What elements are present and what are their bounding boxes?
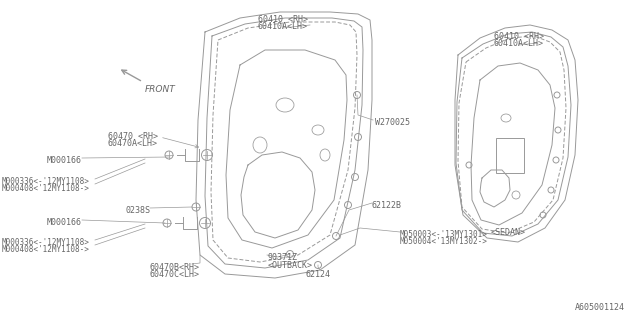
Text: 90371Z: 90371Z [268,253,298,262]
Text: M000166: M000166 [47,218,82,227]
Text: 60470 <RH>: 60470 <RH> [108,132,158,141]
Text: 62124: 62124 [305,270,330,279]
Text: A605001124: A605001124 [575,303,625,312]
Text: <SEDAN>: <SEDAN> [490,228,525,237]
Text: FRONT: FRONT [145,85,176,94]
Text: <OUTBACK>: <OUTBACK> [268,261,313,270]
Text: M000336<-'12MY1108>: M000336<-'12MY1108> [2,238,90,247]
Text: 60470C<LH>: 60470C<LH> [150,270,200,279]
Text: 60470A<LH>: 60470A<LH> [108,139,158,148]
Text: M000336<-'12MY1108>: M000336<-'12MY1108> [2,177,90,186]
Text: 60410A<LH>: 60410A<LH> [258,22,308,31]
Text: M000166: M000166 [47,156,82,165]
Text: M000408<'12MY1108->: M000408<'12MY1108-> [2,245,90,254]
Text: 60410A<LH>: 60410A<LH> [494,39,544,48]
Text: 60470B<RH>: 60470B<RH> [150,263,200,272]
Text: M050003<-'13MY1301>: M050003<-'13MY1301> [400,230,488,239]
Text: M050004<'13MY1302->: M050004<'13MY1302-> [400,237,488,246]
Text: 62122B: 62122B [372,201,402,210]
Text: M000408<'12MY1108->: M000408<'12MY1108-> [2,184,90,193]
Text: 60410 <RH>: 60410 <RH> [258,15,308,24]
Text: 60410 <RH>: 60410 <RH> [494,32,544,41]
Text: 0238S: 0238S [125,206,150,215]
Bar [496,138,524,173]
Text: W270025: W270025 [375,118,410,127]
